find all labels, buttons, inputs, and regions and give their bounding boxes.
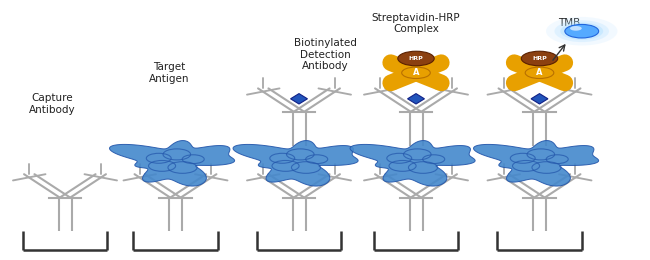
Circle shape <box>554 20 609 42</box>
Circle shape <box>402 67 430 79</box>
Circle shape <box>565 24 599 38</box>
Text: Biotinylated
Detection
Antibody: Biotinylated Detection Antibody <box>294 38 356 71</box>
Text: HRP: HRP <box>532 56 547 61</box>
Text: A: A <box>536 68 543 77</box>
Polygon shape <box>408 94 424 104</box>
Circle shape <box>521 51 558 66</box>
Circle shape <box>546 17 618 46</box>
Text: Capture
Antibody: Capture Antibody <box>29 93 75 115</box>
Circle shape <box>560 23 603 40</box>
Polygon shape <box>291 94 307 104</box>
Circle shape <box>525 67 554 79</box>
Circle shape <box>398 51 434 66</box>
Circle shape <box>570 26 582 31</box>
Polygon shape <box>233 141 358 186</box>
Text: A: A <box>413 68 419 77</box>
Polygon shape <box>473 141 599 186</box>
Text: Target
Antigen: Target Antigen <box>149 62 189 84</box>
Text: HRP: HRP <box>409 56 423 61</box>
Polygon shape <box>109 141 235 186</box>
Polygon shape <box>350 141 475 186</box>
Text: Streptavidin-HRP
Complex: Streptavidin-HRP Complex <box>372 12 460 34</box>
Text: TMB: TMB <box>558 18 580 28</box>
Polygon shape <box>531 94 548 104</box>
